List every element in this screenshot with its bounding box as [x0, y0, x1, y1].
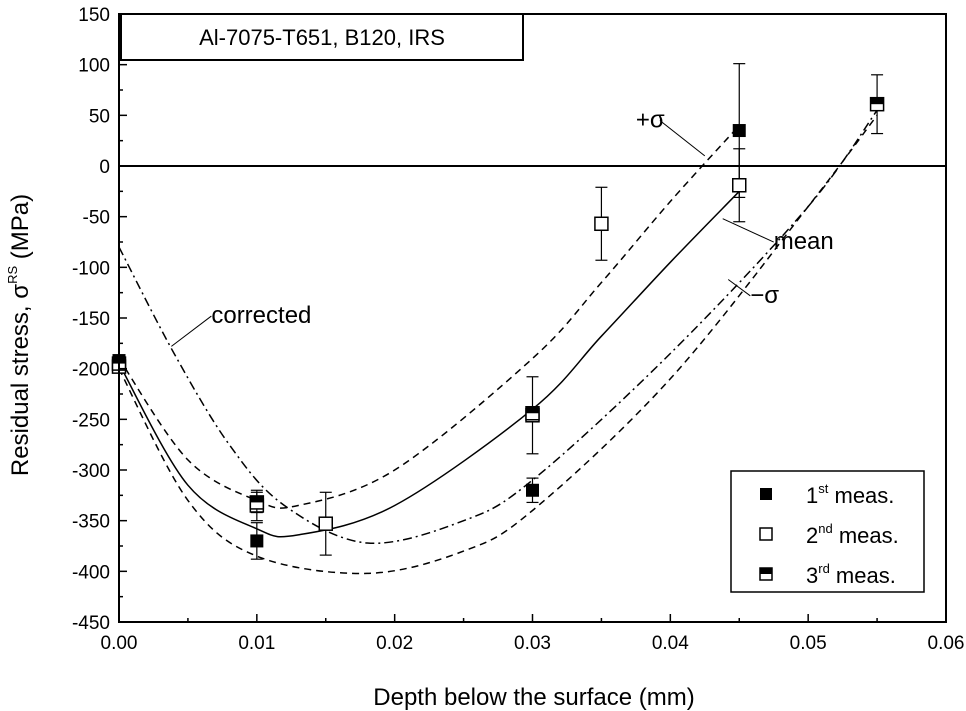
- y-tick-label: -400: [72, 562, 110, 583]
- annotation-label: corrected: [211, 302, 311, 329]
- legend-label-3-sup: rd: [818, 561, 830, 576]
- legend-label-2-sup: nd: [818, 521, 832, 536]
- legend-label-3: 3rd meas.: [806, 561, 896, 588]
- data-point-filled: [250, 534, 264, 548]
- legend-label-1-base: 1: [806, 483, 818, 508]
- x-axis-label: Depth below the surface (mm): [373, 684, 694, 711]
- curve-dashed: [118, 124, 740, 509]
- x-tick-label: 0.06: [928, 633, 965, 654]
- y-tick-label: -50: [83, 208, 110, 229]
- legend-label-3-tail: meas.: [830, 563, 896, 588]
- annotation-leader: [171, 315, 212, 347]
- data-point-open: [732, 178, 747, 193]
- legend-entry-3: 3rd meas.: [759, 561, 896, 588]
- annotation-label: −σ: [750, 282, 779, 309]
- data-point-filled: [732, 124, 746, 138]
- data-point-filled: [526, 483, 539, 497]
- legend-label-2-tail: meas.: [833, 523, 899, 548]
- legend-marker-half-square-fill: [760, 568, 772, 574]
- legend-label-1-sup: st: [818, 481, 829, 496]
- legend-entry-1: 1st meas.: [760, 481, 894, 508]
- legend-label-1-tail: meas.: [828, 483, 894, 508]
- data-point-open: [318, 516, 333, 531]
- annotation-label: +σ: [636, 106, 665, 133]
- x-tick-label: 0.02: [376, 633, 413, 654]
- data-point-open: [594, 216, 609, 232]
- x-tick-label: 0.01: [238, 633, 275, 654]
- legend-entry-2: 2nd meas.: [759, 521, 899, 548]
- legend-marker-open-square: [759, 527, 773, 541]
- x-tick-label: 0.03: [514, 633, 551, 654]
- y-tick-label: -100: [72, 258, 110, 279]
- x-tick-label: 0.04: [652, 633, 689, 654]
- y-axis-label: Residual stress, σRS (MPa): [5, 194, 34, 476]
- data-points: [111, 63, 885, 560]
- y-axis-label-sup: RS: [5, 266, 20, 284]
- x-tick-label: 0.05: [790, 633, 827, 654]
- axis-ticks: 0.00 0.01 0.02 0.03 0.04 0.05 0.06 150 100 50 0 -50…: [72, 5, 965, 654]
- chart-title: Al-7075-T651, B120, IRS: [199, 25, 445, 50]
- y-tick-label: 0: [99, 157, 110, 178]
- y-tick-label: 150: [78, 5, 110, 26]
- y-tick-label: -450: [72, 613, 110, 634]
- annotation-leader: [659, 120, 706, 157]
- y-tick-label: 100: [78, 56, 110, 77]
- fit-curves: [118, 109, 878, 575]
- legend-label-1: 1st meas.: [806, 481, 894, 508]
- y-tick-label: 50: [89, 106, 110, 127]
- y-tick-label: -150: [72, 309, 110, 330]
- data-point-half-fill: [526, 406, 539, 414]
- legend-marker-filled-square: [760, 488, 772, 500]
- y-tick-label: -250: [72, 410, 110, 431]
- x-tick-label: 0.00: [101, 633, 138, 654]
- y-tick-label: -200: [72, 360, 110, 381]
- annotation-leader: [727, 279, 751, 297]
- y-tick-label: -300: [72, 461, 110, 482]
- legend-label-2-base: 2: [806, 523, 818, 548]
- title-box: [120, 13, 524, 61]
- annotation-leader: [722, 218, 774, 243]
- annotation-label: mean: [774, 228, 834, 255]
- curve-dashed: [118, 114, 878, 575]
- legend-label-2: 2nd meas.: [806, 521, 899, 548]
- legend: 1st meas. 2nd meas. 3rd meas.: [730, 470, 925, 593]
- y-tick-label: -350: [72, 512, 110, 533]
- legend-label-3-base: 3: [806, 563, 818, 588]
- curve-annotations: +σ mean −σ corrected: [171, 106, 834, 347]
- y-axis-label-main: Residual stress, σ: [7, 284, 34, 476]
- curve-solid: [118, 190, 740, 538]
- data-point-half-fill: [870, 97, 884, 105]
- data-point-half-fill: [250, 495, 264, 503]
- y-axis-label-unit: (MPa): [7, 194, 34, 266]
